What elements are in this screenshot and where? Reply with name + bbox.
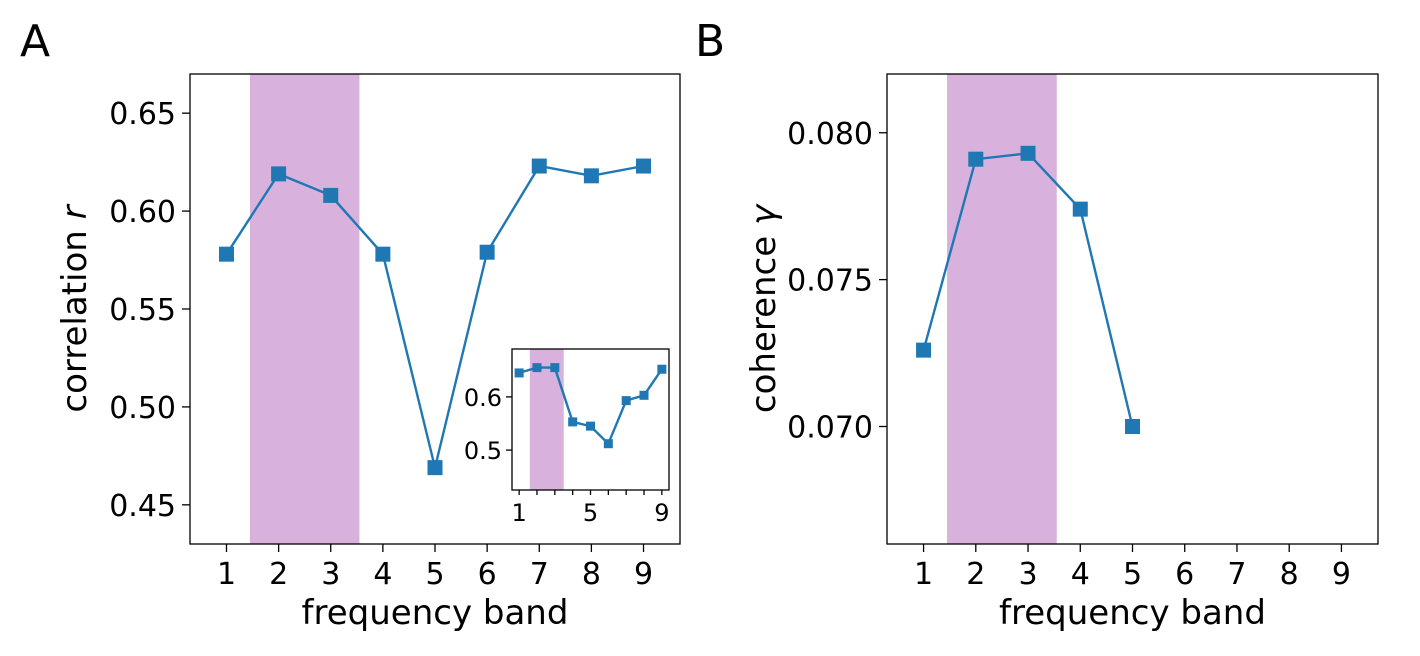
panel-a-frame — [189, 73, 681, 545]
data-point — [1072, 201, 1088, 217]
inset-data-point — [532, 363, 542, 373]
panel-a-ylabel-text: correlation — [55, 219, 95, 412]
x-tick-label: 3 — [1018, 557, 1037, 592]
data-point — [323, 187, 339, 203]
x-tick-label: 6 — [478, 557, 497, 592]
inset-x-tick-label: 1 — [511, 499, 526, 527]
x-tick-label: 1 — [217, 557, 236, 592]
y-tick-label: 0.60 — [109, 195, 176, 230]
y-tick-label: 0.65 — [109, 97, 176, 132]
data-point — [916, 342, 932, 358]
x-tick-label: 5 — [1123, 557, 1142, 592]
data-point — [531, 158, 547, 174]
panel-letter-a: A — [20, 16, 50, 67]
x-tick-label: 8 — [582, 557, 601, 592]
x-tick-label: 4 — [1071, 557, 1090, 592]
data-point — [636, 158, 652, 174]
panel-b-ylabel-symbol: γ — [744, 203, 784, 225]
panel-b-ylabel-text: coherence — [744, 225, 784, 413]
y-tick-label: 0.50 — [109, 391, 176, 426]
panel-letter-b: B — [695, 16, 725, 67]
panel-a-ticks: 1 2 3 4 5 6 7 8 90.450.500.550.600.65 — [109, 97, 653, 592]
inset-markers — [514, 363, 667, 449]
x-tick-label: 2 — [966, 557, 985, 592]
inset-x-tick-label: 9 — [654, 499, 669, 527]
panel-b: B 1 2 3 4 5 6 7 8 9 0.070 0.075 0.080 frequency ban… — [695, 16, 1379, 633]
panel-a-highlight-band — [249, 74, 360, 544]
inset-x-tick-label: 5 — [583, 499, 598, 527]
data-point — [583, 168, 599, 184]
data-point — [375, 246, 391, 262]
x-tick-label: 7 — [530, 557, 549, 592]
inset-y-tick-label: 0.6 — [464, 384, 502, 412]
x-tick-label: 5 — [425, 557, 444, 592]
inset-data-point — [568, 417, 578, 427]
x-tick-label: 3 — [321, 557, 340, 592]
inset-data-point — [621, 396, 631, 406]
inset-data-point — [550, 363, 560, 373]
panel-a-inset: 1 5 9 0.5 0.6 — [464, 348, 670, 527]
data-point — [479, 244, 495, 260]
y-tick-label: 0.070 — [787, 411, 873, 446]
inset-y-tick-label: 0.5 — [464, 437, 502, 465]
panel-b-highlight-band — [947, 74, 1057, 544]
data-point — [1020, 145, 1036, 161]
data-point — [968, 151, 984, 167]
inset-highlight-band — [529, 349, 564, 490]
inset-frame — [511, 348, 670, 491]
panel-a-markers — [218, 158, 652, 476]
panel-a-xlabel: frequency band — [302, 593, 569, 633]
panel-b-markers — [916, 145, 1140, 434]
x-tick-label: 6 — [1175, 557, 1194, 592]
inset-data-point — [586, 421, 595, 431]
x-tick-label: 9 — [634, 557, 653, 592]
inset-data-point — [657, 364, 667, 374]
inset-data-point — [514, 368, 524, 378]
x-tick-label: 2 — [269, 557, 288, 592]
panel-b-xlabel: frequency band — [999, 593, 1266, 633]
panel-a-ylabel-symbol: r — [55, 203, 95, 219]
panel-b-ylabel: coherence γ — [744, 203, 784, 413]
data-point — [271, 166, 287, 182]
x-tick-label: 7 — [1227, 557, 1246, 592]
panel-a-ylabel: correlation r — [55, 203, 95, 412]
inset-ticks: 1 5 9 0.5 0.6 — [464, 384, 670, 527]
panel-b-ticks: 1 2 3 4 5 6 7 8 9 0.070 0.075 0.080 — [787, 117, 1351, 592]
data-point — [1125, 419, 1140, 434]
y-tick-label: 0.45 — [109, 489, 176, 524]
panel-b-frame — [886, 73, 1379, 545]
y-tick-label: 0.080 — [787, 117, 873, 152]
panel-a: A 1 2 3 4 5 6 7 8 90.450.500.550.600.65 frequenc… — [20, 16, 681, 633]
x-tick-label: 8 — [1280, 557, 1299, 592]
inset-data-point — [639, 390, 649, 400]
x-tick-label: 4 — [373, 557, 392, 592]
y-tick-label: 0.075 — [787, 264, 873, 299]
x-tick-label: 1 — [914, 557, 933, 592]
x-tick-label: 9 — [1332, 557, 1351, 592]
data-point — [218, 246, 234, 262]
y-tick-label: 0.55 — [109, 293, 176, 328]
inset-data-point — [603, 439, 613, 449]
data-point — [427, 460, 443, 476]
